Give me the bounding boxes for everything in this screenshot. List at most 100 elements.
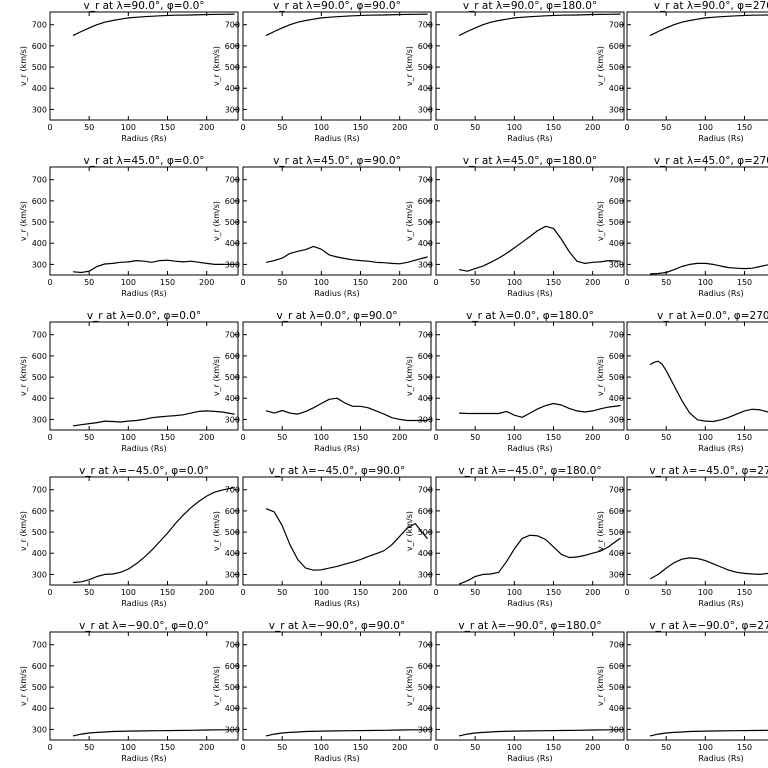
y-tick-label: 400 [609,704,624,713]
x-tick-label: 200 [392,123,407,132]
x-axis-label: Radius (Rs) [314,599,359,608]
x-tick-label: 150 [160,743,175,752]
panel: v_r at λ=−45.0°, φ=180.0° 0 50 100 150 200 300… [405,465,625,608]
x-axis-label: Radius (Rs) [314,754,359,763]
x-tick-label: 50 [277,278,287,287]
x-tick-label: 0 [624,278,629,287]
x-tick-label: 50 [661,588,671,597]
series-line [649,557,768,580]
y-tick-label: 300 [418,105,433,114]
x-tick-label: 50 [84,278,94,287]
plot-frame [435,321,625,431]
y-tick-label: 500 [32,528,47,537]
panel: v_r at λ=90.0°, φ=90.0° 0 50 100 150 200 300 40… [212,0,432,143]
x-tick-label: 100 [121,433,136,442]
x-tick-label: 50 [84,588,94,597]
x-tick-label: 100 [698,278,713,287]
y-tick-label: 400 [609,394,624,403]
y-tick-label: 300 [32,105,47,114]
x-tick-label: 0 [47,278,52,287]
x-tick-label: 100 [121,588,136,597]
y-tick-label: 600 [609,352,624,361]
y-tick-label: 700 [609,641,624,650]
series-line [458,225,621,272]
x-tick-label: 150 [546,743,561,752]
x-tick-label: 200 [199,743,214,752]
y-tick-label: 700 [32,641,47,650]
y-axis-label: v_r (km/s) [212,666,221,706]
x-tick-label: 50 [84,433,94,442]
y-tick-label: 400 [32,549,47,558]
x-axis-label: Radius (Rs) [507,134,552,143]
y-tick-label: 700 [609,331,624,340]
panel-title: v_r at λ=90.0°, φ=270.0° [654,0,768,12]
y-tick-label: 500 [418,528,433,537]
x-tick-label: 150 [546,588,561,597]
y-axis-label: v_r (km/s) [596,46,605,86]
y-tick-label: 700 [225,176,240,185]
y-tick-label: 700 [418,331,433,340]
plot-frame [435,11,625,121]
x-tick-label: 50 [84,123,94,132]
x-tick-label: 200 [392,743,407,752]
x-tick-label: 150 [160,123,175,132]
y-axis-label: v_r (km/s) [596,666,605,706]
series-line [458,729,621,737]
x-tick-label: 50 [470,278,480,287]
y-tick-label: 500 [32,373,47,382]
y-tick-label: 400 [225,239,240,248]
x-tick-label: 50 [470,123,480,132]
x-tick-label: 100 [314,278,329,287]
panel-title: v_r at λ=−45.0°, φ=270.0° [649,465,768,477]
series-line [458,13,621,36]
y-axis-label: v_r (km/s) [19,511,28,551]
y-tick-label: 400 [609,84,624,93]
y-tick-label: 600 [32,662,47,671]
series-line [265,397,428,422]
y-tick-label: 600 [32,42,47,51]
y-tick-label: 300 [225,260,240,269]
x-tick-label: 50 [277,588,287,597]
y-tick-label: 700 [609,486,624,495]
y-axis-label: v_r (km/s) [19,201,28,241]
x-tick-label: 0 [47,123,52,132]
x-tick-label: 50 [661,123,671,132]
x-tick-label: 150 [353,433,368,442]
y-tick-label: 700 [609,176,624,185]
y-tick-label: 700 [32,331,47,340]
y-axis-label: v_r (km/s) [212,46,221,86]
x-axis-label: Radius (Rs) [121,134,166,143]
series-line [649,360,768,423]
x-axis-label: Radius (Rs) [121,444,166,453]
panel: v_r at λ=0.0°, φ=270.0°05010015020030040… [596,310,768,453]
y-tick-label: 700 [225,486,240,495]
y-tick-label: 400 [418,394,433,403]
y-tick-label: 600 [609,197,624,206]
y-tick-label: 400 [32,704,47,713]
y-tick-label: 400 [418,239,433,248]
panel: v_r at λ=45.0°, φ=90.0° 0 50 100 150 200 300 40… [212,155,432,298]
panel: v_r at λ=−90.0°, φ=180.0° 0 50 100 150 200 300… [405,620,625,763]
x-axis-label: Radius (Rs) [121,289,166,298]
y-tick-label: 600 [225,42,240,51]
y-tick-label: 700 [225,331,240,340]
x-tick-label: 50 [661,278,671,287]
plot-frame [242,321,432,431]
series-line [649,14,768,36]
panel-title: v_r at λ=−90.0°, φ=90.0° [269,620,405,632]
panel-title: v_r at λ=−90.0°, φ=270.0° [649,620,768,632]
y-tick-label: 500 [609,218,624,227]
x-tick-label: 100 [314,743,329,752]
panel: v_r at λ=−90.0°, φ=270.0°050100150200300… [596,620,768,763]
y-axis-label: v_r (km/s) [19,666,28,706]
panel-title: v_r at λ=45.0°, φ=90.0° [273,155,401,167]
y-tick-label: 300 [609,105,624,114]
y-tick-label: 500 [609,683,624,692]
x-tick-label: 200 [392,588,407,597]
y-tick-label: 400 [609,549,624,558]
plot-frame [242,631,432,741]
x-tick-label: 100 [314,588,329,597]
panel-title: v_r at λ=0.0°, φ=90.0° [277,310,398,322]
plot-frame [242,166,432,276]
